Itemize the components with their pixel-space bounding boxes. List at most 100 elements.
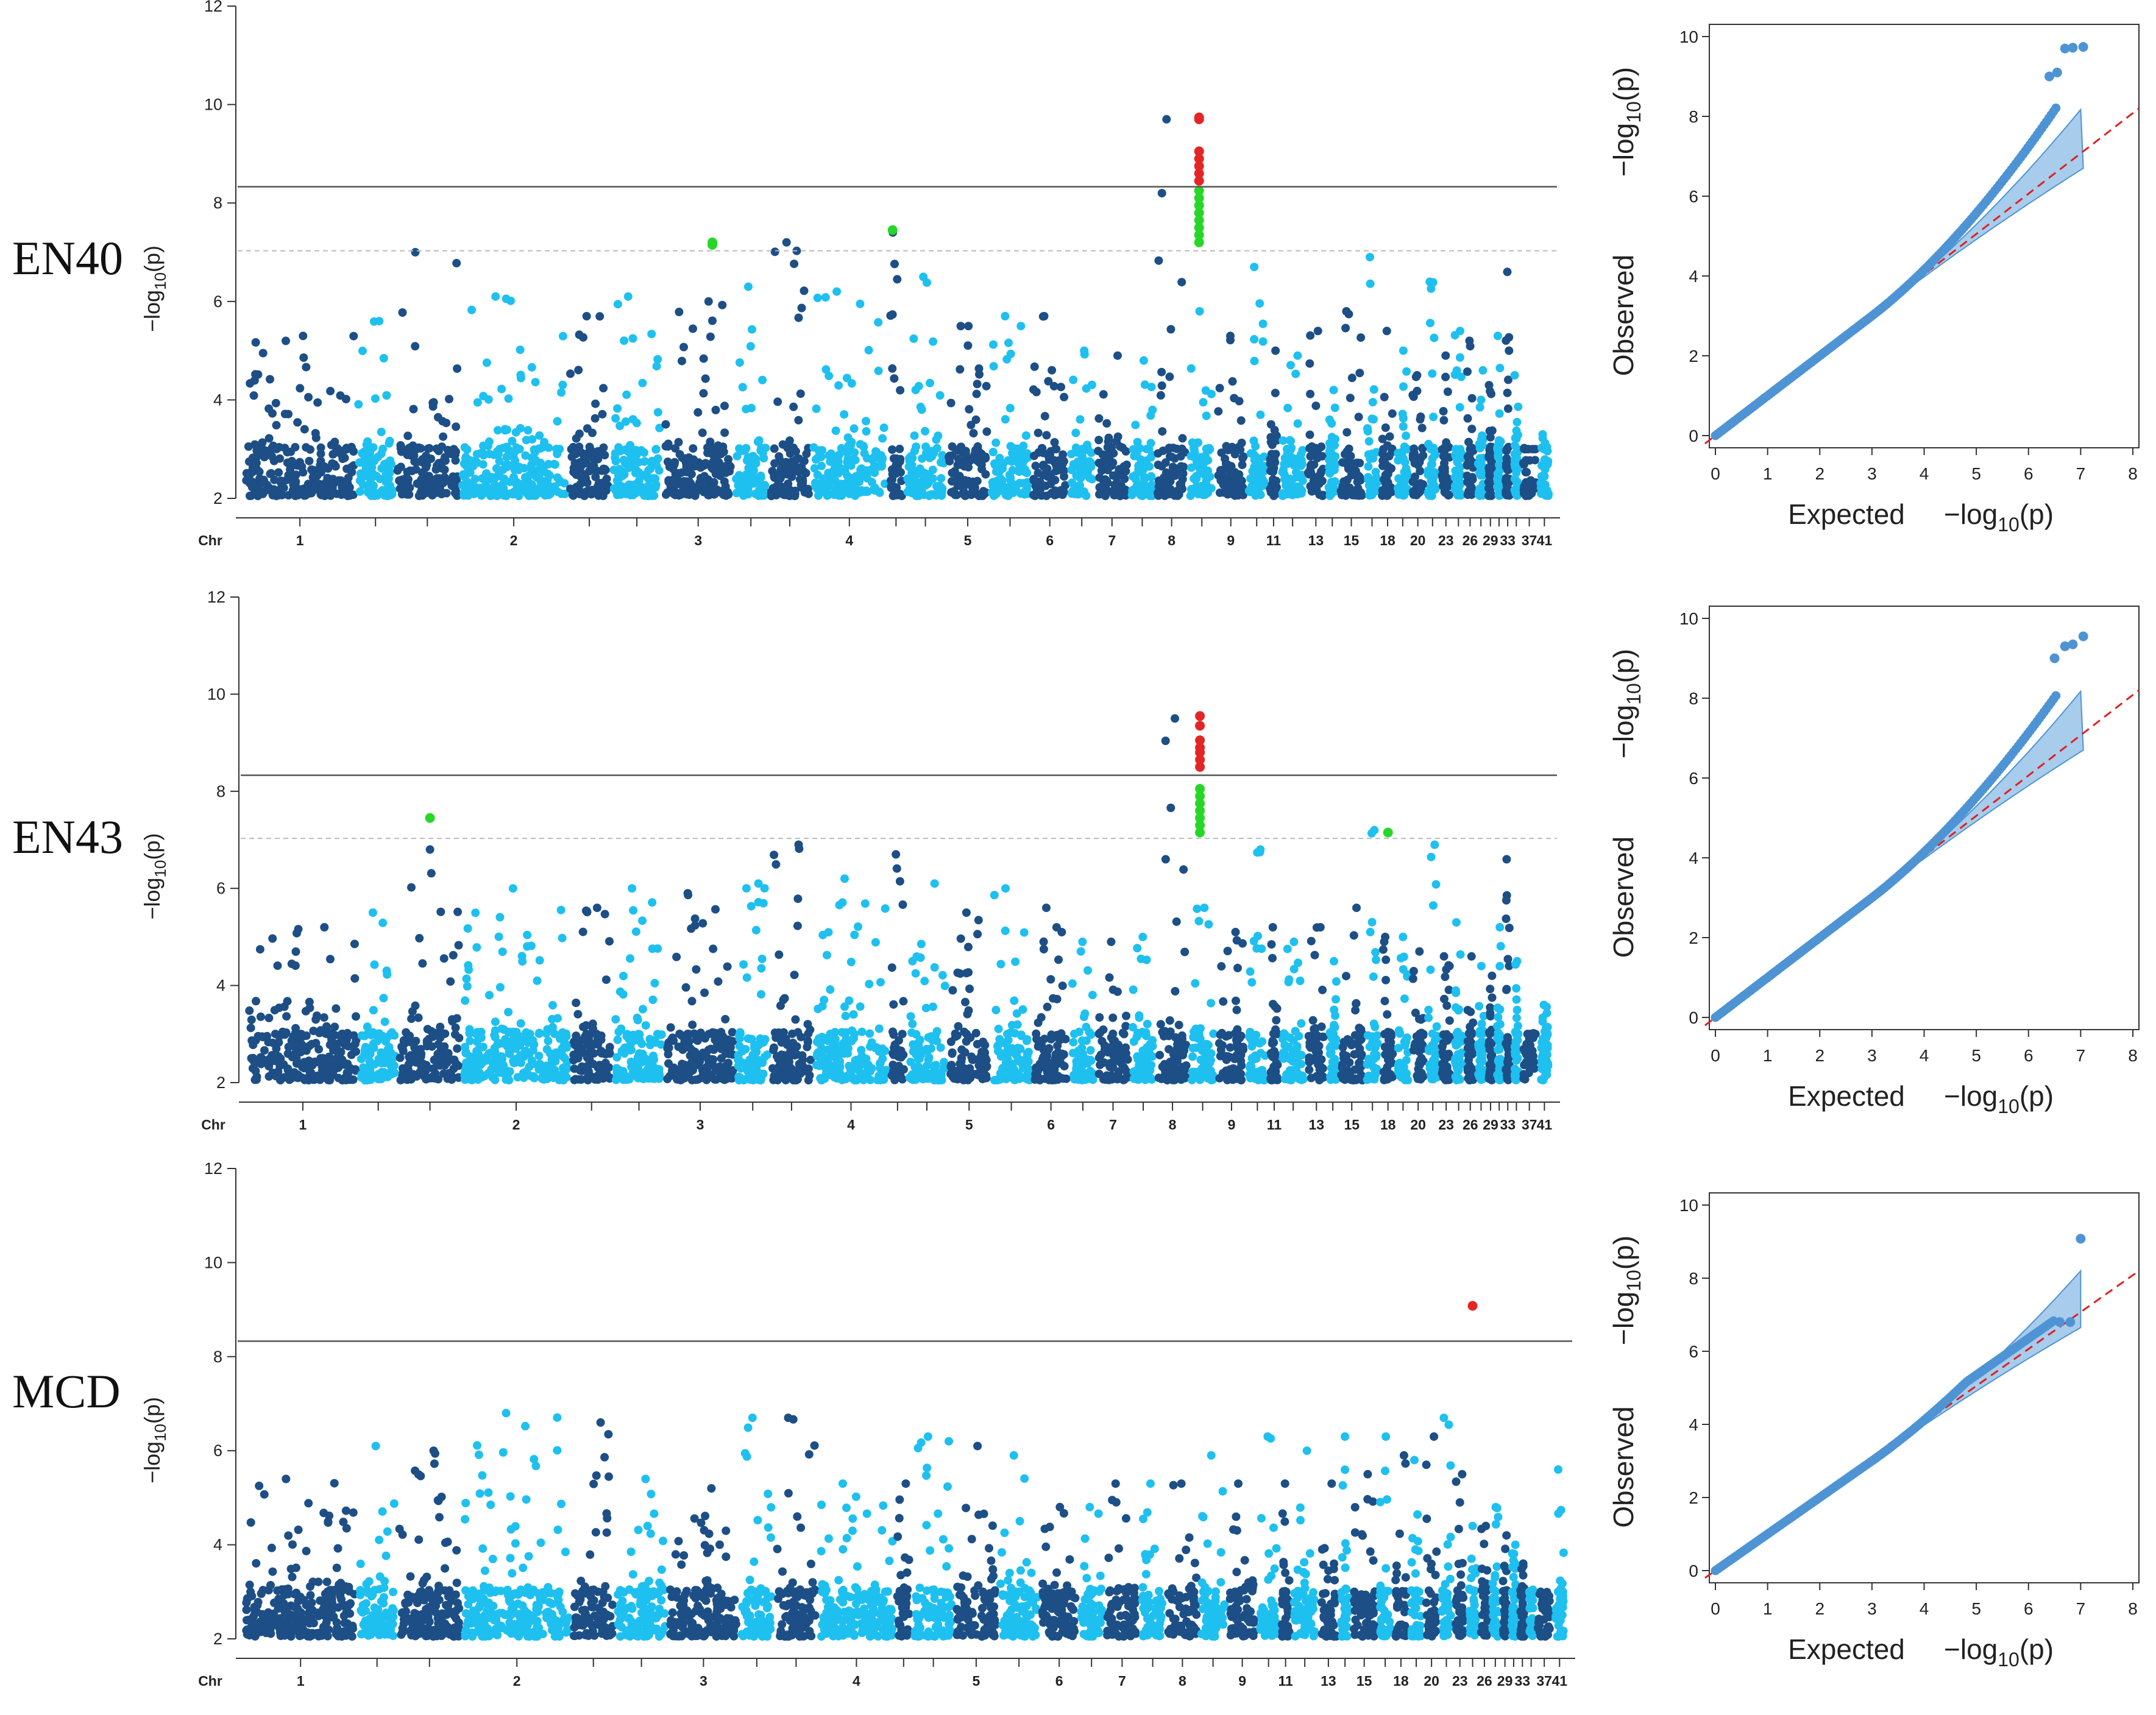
snp-point: [793, 921, 802, 930]
snp-point: [636, 1073, 645, 1083]
snp-point: [978, 489, 987, 498]
snp-point: [1514, 402, 1523, 411]
snp-point: [678, 356, 686, 366]
snp-peak-point: [425, 845, 434, 854]
snp-point: [857, 1045, 866, 1055]
snp-point: [260, 486, 269, 495]
snp-point: [1103, 478, 1112, 487]
snp-point: [619, 990, 628, 999]
snp-point: [1455, 403, 1464, 412]
snp-point: [613, 1035, 622, 1044]
snp-point: [910, 431, 919, 440]
snp-point: [641, 1021, 650, 1030]
snp-peak-point: [1080, 346, 1089, 355]
snp-point: [843, 433, 853, 442]
snp-point: [1233, 490, 1242, 500]
snp-point: [1255, 299, 1264, 308]
snp-point: [1382, 491, 1391, 500]
snp-point: [613, 300, 622, 309]
snp-point: [541, 491, 550, 500]
snp-point: [535, 956, 544, 965]
snp-point: [652, 362, 661, 371]
snp-point: [723, 962, 732, 971]
snp-point: [663, 1075, 672, 1083]
snp-point: [350, 974, 360, 983]
snp-point: [813, 293, 822, 302]
snp-point: [893, 1064, 902, 1073]
snp-point: [951, 1067, 960, 1076]
snp-point: [251, 1075, 260, 1084]
snp-point: [1544, 457, 1553, 466]
snp-point: [965, 405, 974, 414]
snp-point: [1305, 430, 1314, 439]
snp-point: [255, 467, 264, 476]
snp-point: [1087, 380, 1096, 389]
snp-point: [653, 454, 662, 463]
snp-point: [862, 1070, 871, 1079]
snp-point: [1094, 436, 1104, 445]
chr-tick-label: 5: [964, 532, 972, 548]
snp-peak-point: [832, 287, 842, 296]
snp-point: [619, 972, 628, 980]
snp-point: [485, 991, 494, 1000]
snp-point: [954, 475, 963, 484]
snp-point: [417, 475, 426, 484]
snp-point: [1248, 487, 1257, 496]
y-tick-label: 10: [204, 96, 222, 114]
snp-point: [1258, 319, 1268, 328]
snp-point: [1484, 451, 1494, 461]
snp-point: [1162, 490, 1171, 500]
snp-peak-point: [1503, 267, 1512, 277]
snp-point: [403, 450, 412, 459]
snp-point: [664, 1038, 673, 1047]
snp-point: [1346, 394, 1355, 403]
snp-point: [645, 1034, 654, 1044]
snp-point: [439, 456, 448, 465]
snp-point: [833, 1067, 842, 1077]
snp-point: [647, 330, 656, 339]
snp-point: [1219, 480, 1228, 489]
snp-point: [600, 1068, 609, 1077]
snp-point: [894, 1052, 903, 1061]
snp-point: [796, 465, 805, 475]
snp-point: [1327, 479, 1336, 488]
snp-point: [956, 365, 965, 374]
snp-point: [748, 325, 756, 334]
snp-point: [328, 1066, 337, 1075]
snp-point: [435, 1052, 444, 1061]
snp-point: [814, 1005, 823, 1013]
snp-point: [360, 472, 369, 481]
chr-tick-label: 15: [1344, 532, 1360, 548]
snp-point: [1416, 467, 1425, 476]
snp-point: [633, 1013, 642, 1022]
snp-point: [378, 444, 388, 453]
snp-point: [438, 464, 447, 473]
snp-point: [1467, 425, 1477, 433]
snp-point: [1116, 442, 1124, 451]
snp-point: [1162, 479, 1171, 488]
snp-point: [886, 311, 895, 320]
snp-point: [264, 1013, 274, 1022]
snp-point: [463, 1075, 472, 1084]
snp-point: [1306, 389, 1315, 398]
snp-point: [494, 932, 503, 941]
y-tick-label: 8: [213, 194, 222, 212]
chr-tick-label: 2: [510, 532, 518, 548]
snp-point: [1402, 431, 1411, 440]
snp-point: [921, 426, 929, 436]
snp-point: [843, 1071, 852, 1080]
snp-point: [973, 442, 982, 451]
snp-point: [973, 380, 982, 389]
snp-point: [1067, 450, 1076, 459]
snp-point: [458, 481, 467, 490]
snp-point: [1366, 279, 1375, 288]
snp-peak-point: [1399, 346, 1408, 355]
snp-point: [871, 938, 880, 947]
snp-point: [394, 464, 403, 473]
snp-point: [1307, 442, 1316, 451]
snp-point: [295, 461, 304, 470]
snp-point: [710, 1075, 719, 1084]
snp-point: [917, 1050, 926, 1059]
snp-point: [1135, 489, 1144, 498]
